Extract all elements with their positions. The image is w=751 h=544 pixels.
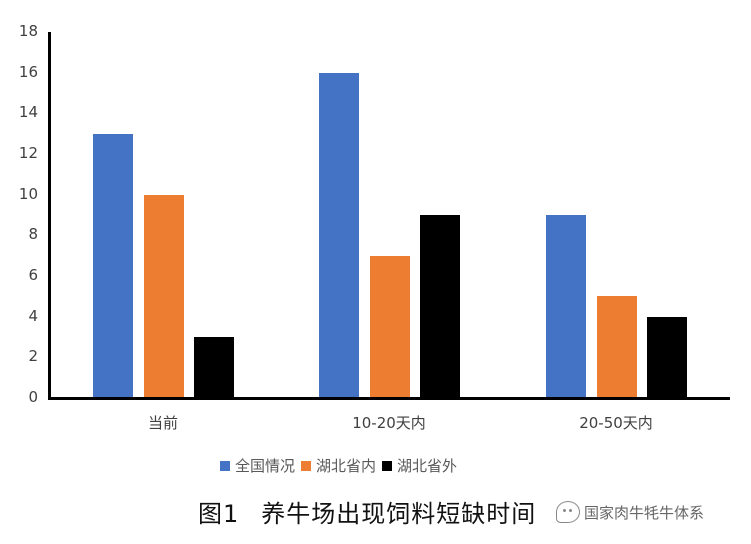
x-axis-line (48, 397, 730, 400)
legend-item: 全国情况 (220, 455, 295, 476)
y-tick-label: 14 (18, 103, 38, 122)
bar (546, 215, 586, 398)
legend-label: 全国情况 (235, 457, 296, 475)
legend-label: 湖北省外 (397, 457, 458, 475)
bar (93, 133, 133, 398)
figure-title: 养牛场出现饲料短缺时间 (261, 500, 537, 528)
legend-item: 湖北省内 (301, 455, 376, 476)
y-tick-label: 2 (28, 347, 38, 366)
y-tick-label: 4 (28, 306, 38, 325)
chart-legend: 全国情况 湖北省内 湖北省外 (220, 455, 463, 476)
x-tick-label: 20-50天内 (579, 414, 653, 432)
x-tick-label: 当前 (147, 414, 178, 432)
legend-label: 湖北省内 (316, 457, 377, 475)
legend-swatch-icon (220, 460, 230, 471)
watermark-text: 国家肉牛牦牛体系 (584, 503, 705, 522)
y-tick-label: 8 (28, 225, 38, 244)
watermark: 国家肉牛牦牛体系 (556, 501, 704, 523)
y-tick-label: 0 (28, 388, 38, 406)
y-tick-label: 10 (18, 184, 38, 203)
bar (420, 215, 460, 398)
y-tick-label: 16 (18, 62, 38, 81)
y-axis-line (48, 32, 51, 399)
legend-swatch-icon (382, 460, 393, 471)
y-tick-label: 12 (18, 144, 38, 162)
figure-caption: 图1 养牛场出现饲料短缺时间 (198, 494, 536, 529)
y-tick-label: 18 (18, 22, 38, 40)
legend-swatch-icon (301, 460, 312, 471)
bar (194, 337, 234, 398)
y-tick-label: 6 (28, 266, 38, 284)
legend-item: 湖北省外 (382, 455, 457, 476)
bar (319, 72, 359, 398)
wechat-icon (556, 501, 580, 523)
bar (596, 296, 637, 398)
figure-number: 图1 (198, 500, 240, 528)
bar (369, 255, 410, 398)
x-tick-label: 10-20天内 (352, 414, 426, 432)
bar (143, 194, 184, 398)
bar (647, 316, 687, 398)
